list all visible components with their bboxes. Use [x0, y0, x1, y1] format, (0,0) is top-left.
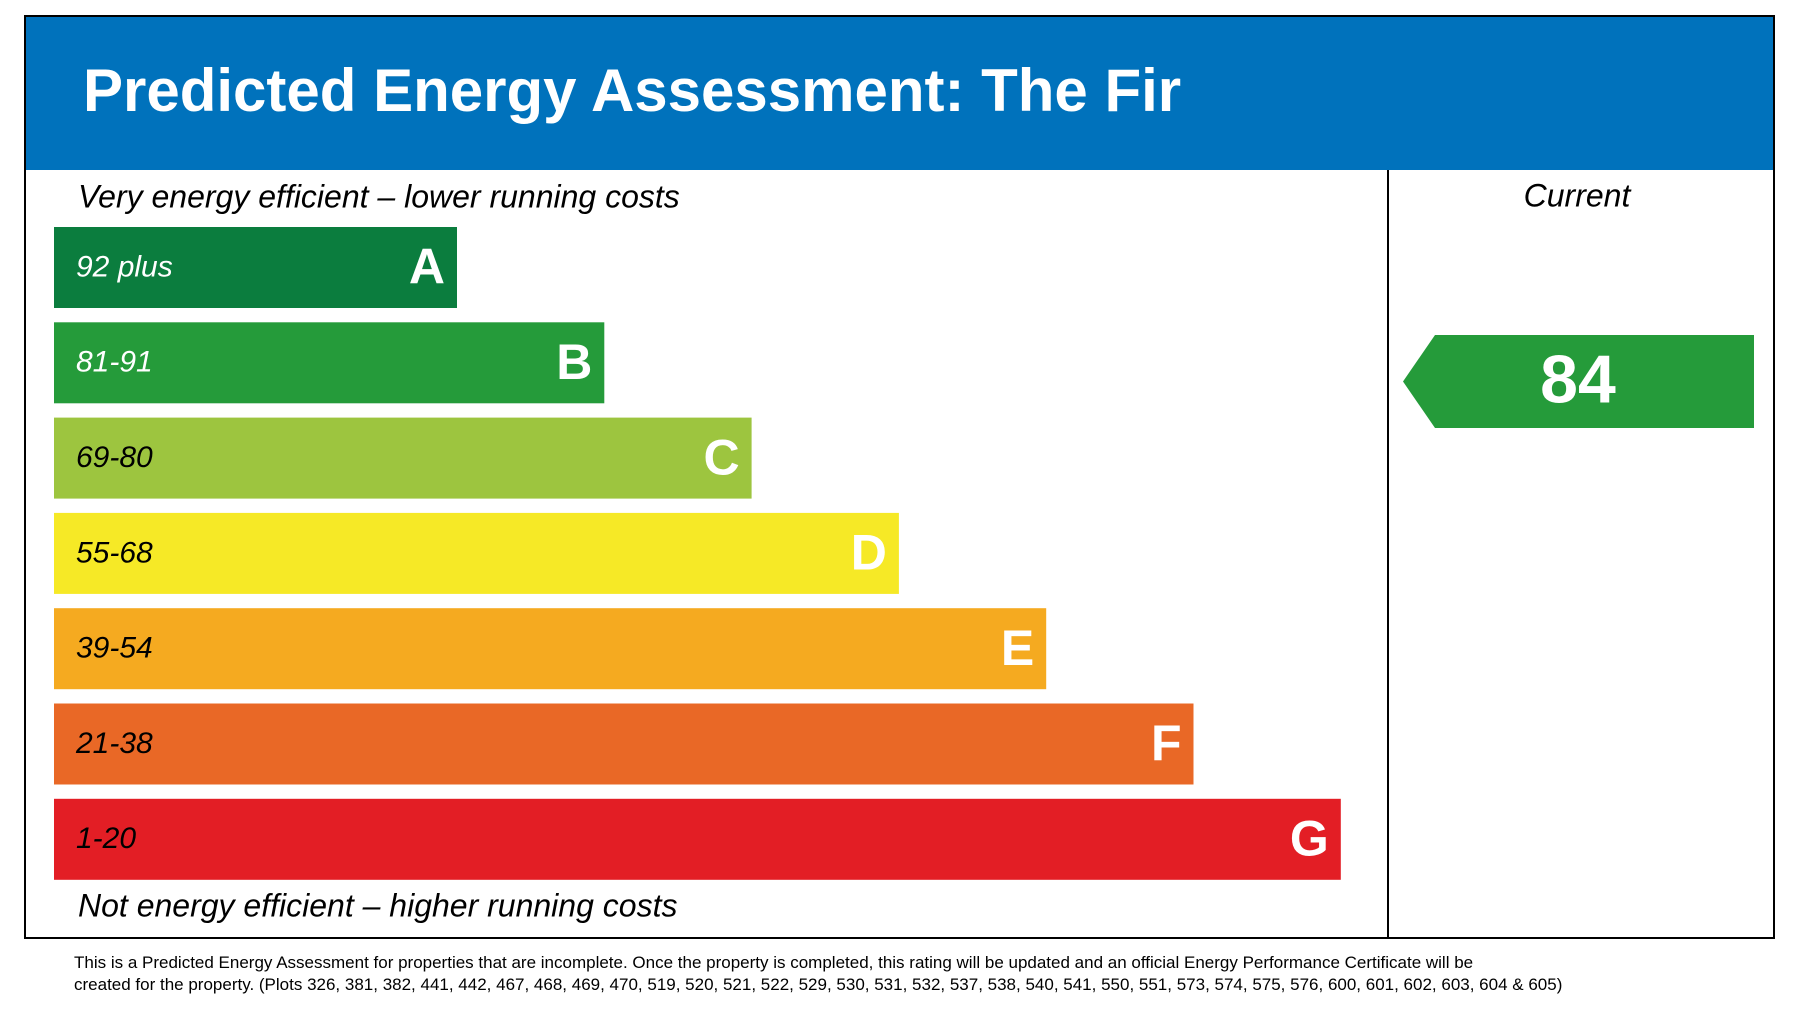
band-letter: F	[1151, 715, 1182, 771]
top-note: Very energy efficient – lower running co…	[78, 178, 680, 214]
band-range: 55-68	[76, 536, 153, 569]
band-letter: D	[851, 525, 887, 581]
band-range: 21-38	[75, 727, 153, 760]
band-letter: B	[556, 334, 592, 390]
band-range: 81-91	[76, 346, 153, 379]
band-range: 39-54	[76, 632, 153, 665]
band-letter: A	[409, 239, 445, 295]
band-letter: E	[1001, 620, 1034, 676]
current-arrow	[1403, 335, 1754, 428]
footnote-line: This is a Predicted Energy Assessment fo…	[74, 953, 1473, 972]
band-bar	[54, 512, 899, 594]
band-bar	[54, 322, 605, 404]
band-bar	[54, 608, 1047, 690]
band-range: 69-80	[76, 441, 153, 474]
band-bar	[54, 703, 1194, 785]
band-bar	[54, 227, 457, 308]
band-letter: C	[703, 429, 739, 485]
frame	[24, 15, 1775, 939]
current-label: Current	[1524, 177, 1632, 213]
band-range: 1-20	[76, 822, 136, 855]
bottom-note: Not energy efficient – higher running co…	[78, 887, 677, 923]
band-bar	[54, 798, 1341, 880]
title: Predicted Energy Assessment: The Fir	[83, 57, 1181, 124]
current-value: 84	[1540, 341, 1616, 417]
band-letter: G	[1290, 811, 1329, 867]
band-bar	[54, 417, 752, 499]
band-range: 92 plus	[76, 250, 173, 283]
footnote-line: created for the property. (Plots 326, 38…	[74, 975, 1562, 994]
header-bar	[25, 16, 1774, 170]
